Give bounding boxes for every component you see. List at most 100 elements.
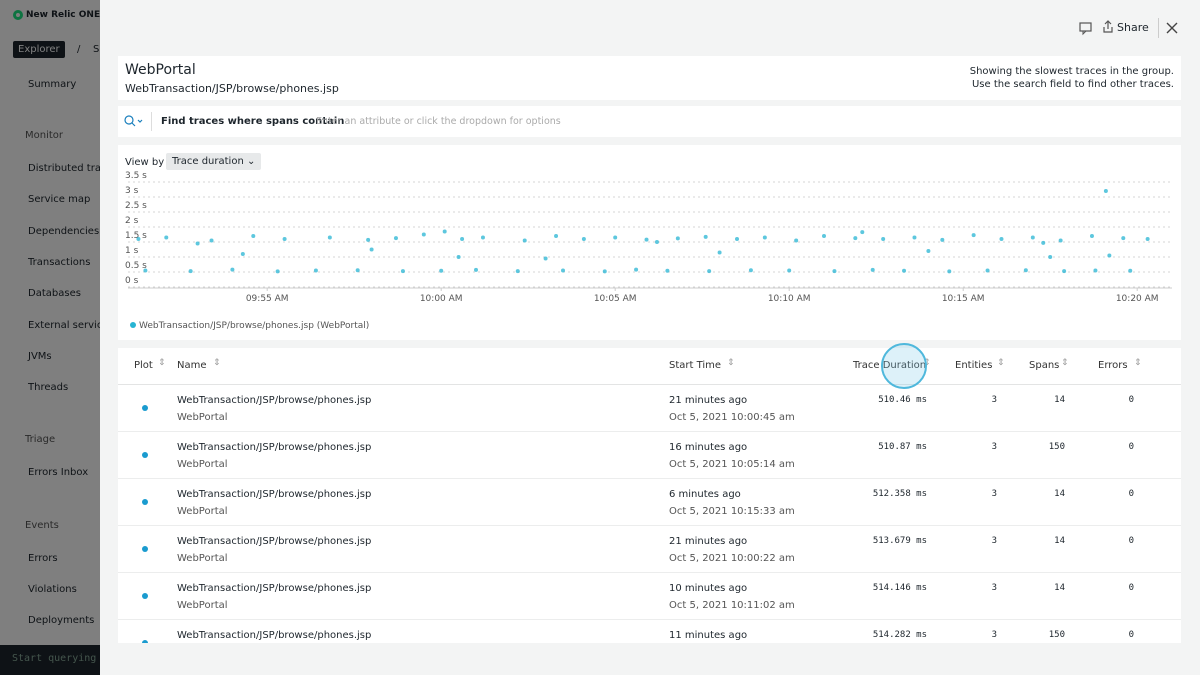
entity-count: 3 <box>991 442 997 452</box>
scatter-point <box>613 235 618 240</box>
close-button[interactable] <box>1166 22 1178 34</box>
trace-name[interactable]: WebTransaction/JSP/browse/phones.jsp <box>177 395 372 406</box>
y-tick-label: 1.5 s <box>125 231 147 241</box>
span-count: 14 <box>1054 489 1065 499</box>
scatter-point <box>1041 240 1046 245</box>
traces-table: Plot ⇕ Name ⇕ Start Time ⇕ Trace Duration ⇕ Enti… <box>118 348 1181 643</box>
start-relative: 10 minutes ago <box>669 583 748 594</box>
trace-name[interactable]: WebTransaction/JSP/browse/phones.jsp <box>177 583 372 594</box>
view-by-option: Trace duration <box>172 156 244 167</box>
sort-icon[interactable]: ⇕ <box>727 358 735 368</box>
row-border <box>118 525 1181 526</box>
trace-name[interactable]: WebTransaction/JSP/browse/phones.jsp <box>177 630 372 641</box>
trace-name[interactable]: WebTransaction/JSP/browse/phones.jsp <box>177 442 372 453</box>
scatter-point <box>480 235 485 240</box>
scatter-point <box>522 238 527 243</box>
entity-card: WebPortal WebTransaction/JSP/browse/phon… <box>118 56 1181 100</box>
view-by-dropdown[interactable]: Trace duration ⌄ <box>166 153 262 170</box>
trace-duration: 510.46 ms <box>878 395 927 405</box>
scatter-point <box>251 234 256 238</box>
column-header[interactable]: Start Time <box>669 360 722 371</box>
overlay <box>0 0 100 675</box>
scatter-point <box>1058 238 1063 243</box>
start-relative: 16 minutes ago <box>669 442 748 453</box>
scatter-point <box>456 255 461 259</box>
scatter-point <box>881 237 886 241</box>
scatter-point <box>675 236 680 241</box>
start-relative: 21 minutes ago <box>669 395 748 406</box>
scatter-point <box>707 269 712 274</box>
view-by-label: View by <box>125 157 165 168</box>
entity-count: 3 <box>991 489 997 499</box>
scatter-point <box>971 233 976 238</box>
scatter-point <box>1089 234 1094 238</box>
scatter-point <box>703 234 708 239</box>
trace-duration: 513.679 ms <box>872 536 927 546</box>
trace-name[interactable]: WebTransaction/JSP/browse/phones.jsp <box>177 536 372 547</box>
scatter-point <box>143 268 148 273</box>
scatter-point <box>1093 268 1098 273</box>
header-border <box>118 384 1181 385</box>
plot-dot <box>142 546 148 552</box>
scatter-point <box>439 268 444 273</box>
scatter-point <box>1145 237 1150 241</box>
error-count: 0 <box>1128 583 1134 593</box>
error-count: 0 <box>1128 395 1134 405</box>
cursor-highlight <box>881 343 927 389</box>
trace-name[interactable]: WebTransaction/JSP/browse/phones.jsp <box>177 489 372 500</box>
feedback-icon[interactable] <box>1078 20 1094 36</box>
scatter-point <box>136 237 141 241</box>
trace-duration: 514.146 ms <box>872 583 927 593</box>
scatter-point <box>581 237 586 241</box>
column-header[interactable]: Errors <box>1098 360 1128 371</box>
error-count: 0 <box>1128 536 1134 546</box>
sort-icon[interactable]: ⇕ <box>997 358 1005 368</box>
scatter-point <box>442 229 447 234</box>
sort-icon[interactable]: ⇕ <box>158 358 166 368</box>
scatter-point <box>275 269 280 274</box>
scatter-point <box>794 238 799 243</box>
entity-count: 3 <box>991 395 997 405</box>
start-timestamp: Oct 5, 2021 10:11:02 am <box>669 600 795 611</box>
scatter-point <box>1121 236 1126 241</box>
share-icon[interactable] <box>1102 20 1114 34</box>
search-input[interactable]: Enter an attribute or click the dropdown… <box>316 116 561 127</box>
column-header[interactable]: Entities <box>955 360 993 371</box>
search-icon[interactable] <box>124 115 144 128</box>
scatter-point <box>554 234 559 238</box>
y-tick-label: 2 s <box>125 216 139 226</box>
scatter-point <box>654 240 659 244</box>
scatter-chart: 0 s 0.5 s 1 s 1.5 s 2 s 2.5 s 3 s 3.5 s 09:55 AM… <box>125 171 1172 331</box>
column-header[interactable]: Spans <box>1029 360 1060 371</box>
share-button[interactable]: Share <box>1117 21 1149 34</box>
column-header[interactable]: Plot <box>134 360 153 371</box>
row-border <box>118 478 1181 479</box>
scatter-point <box>1023 268 1028 273</box>
plot-dot <box>142 593 148 599</box>
legend-swatch <box>130 322 136 328</box>
trace-entity: WebPortal <box>177 600 228 611</box>
scatter-point <box>902 268 907 273</box>
span-count: 14 <box>1054 395 1065 405</box>
scatter-point <box>717 250 722 255</box>
entity-count: 3 <box>991 630 997 640</box>
error-count: 0 <box>1128 489 1134 499</box>
sort-icon[interactable]: ⇕ <box>213 358 221 368</box>
divider <box>151 112 152 131</box>
column-header[interactable]: Name <box>177 360 207 371</box>
x-tick-label: 10:05 AM <box>594 294 637 304</box>
scatter-point <box>832 269 837 274</box>
sort-icon[interactable]: ⇕ <box>1134 358 1142 368</box>
trace-entity: WebPortal <box>177 459 228 470</box>
sort-icon[interactable]: ⇕ <box>1061 358 1069 368</box>
scatter-point <box>230 267 235 272</box>
entity-note: Use the search field to find other trace… <box>971 79 1174 90</box>
scatter-point <box>188 269 193 274</box>
y-tick-label: 3.5 s <box>125 171 147 181</box>
y-tick-label: 0 s <box>125 276 139 286</box>
scatter-point <box>366 237 371 242</box>
scatter-point <box>912 235 917 240</box>
search-bar[interactable]: Find traces where spans contain Enter an… <box>118 106 1181 137</box>
y-tick-label: 0.5 s <box>125 261 147 271</box>
scatter-point <box>543 256 548 261</box>
